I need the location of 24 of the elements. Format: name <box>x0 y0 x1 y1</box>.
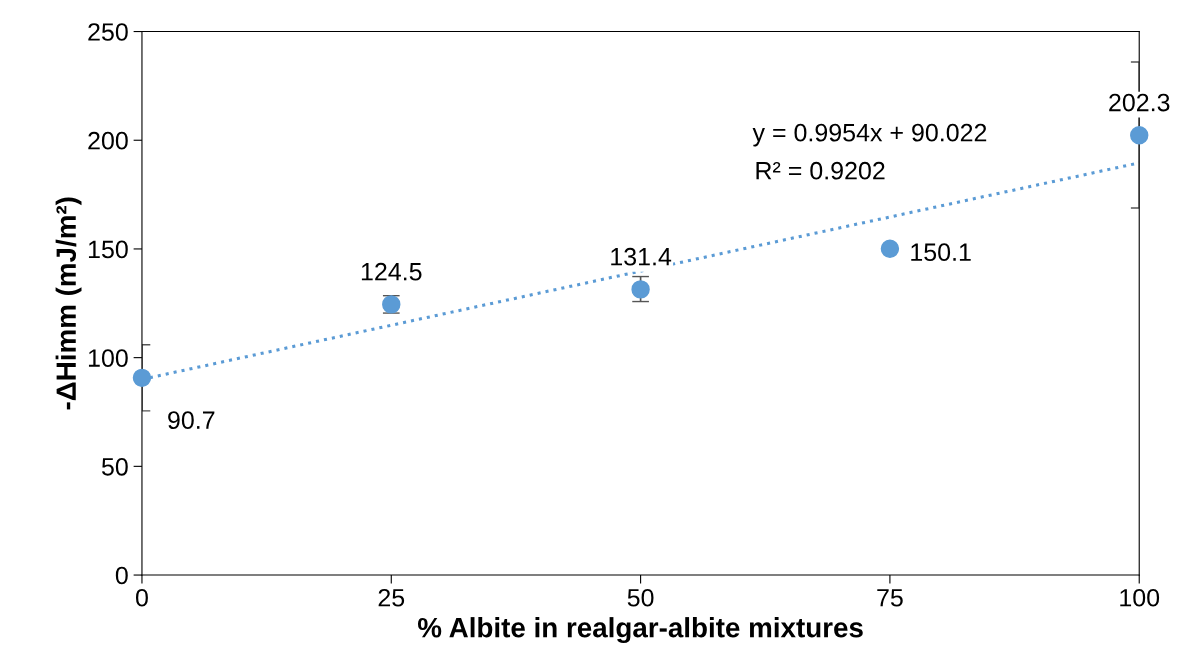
data-label: 124.5 <box>361 262 422 281</box>
data-label: 150.1 <box>911 243 971 261</box>
y-tick-label: 50 <box>101 457 128 476</box>
x-tick-label: 50 <box>627 588 654 607</box>
y-tick-label: 150 <box>88 240 128 259</box>
y-tick-label: 100 <box>88 349 128 367</box>
data-label: 202.3 <box>1109 93 1170 112</box>
y-axis-title: -ΔHimm (mJ/m²) <box>55 197 82 410</box>
annotation: y = 0.9954x + 90.022 <box>752 123 987 147</box>
x-tick-label: 25 <box>378 588 405 607</box>
point <box>132 368 152 388</box>
data-label: 131.4 <box>611 247 672 266</box>
point <box>1130 126 1149 145</box>
x-tick-label: 100 <box>1120 588 1160 607</box>
point <box>880 239 900 258</box>
x-tick-label: 0 <box>135 588 148 607</box>
data-label: 90.7 <box>168 411 215 430</box>
x-tick-label: 75 <box>877 589 903 607</box>
y-tick-label: 0 <box>115 566 128 585</box>
annotation: R² = 0.9202 <box>756 161 885 180</box>
point <box>631 280 650 299</box>
x-axis-title: % Albite in realgar-albite mixtures <box>417 617 863 644</box>
y-tick-label: 250 <box>88 23 128 41</box>
y-tick-label: 200 <box>88 131 128 150</box>
